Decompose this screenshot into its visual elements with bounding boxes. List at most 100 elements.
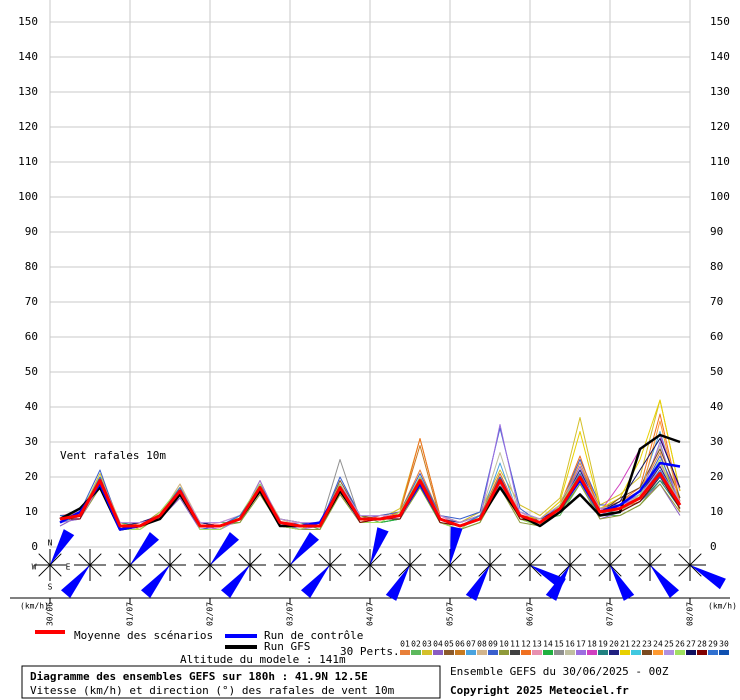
legend-label: 10	[499, 640, 509, 649]
legend-label: Moyenne des scénarios	[74, 629, 213, 642]
legend-swatch	[433, 650, 443, 655]
legend-label: 14	[543, 640, 553, 649]
legend-swatch	[455, 650, 465, 655]
y-tick-label: 30	[710, 435, 723, 448]
legend-label: 30	[719, 640, 729, 649]
legend-swatch	[411, 650, 421, 655]
legend-swatch	[686, 650, 696, 655]
perturbations-label: 30 Perts.	[340, 645, 400, 658]
direction-arrow	[300, 565, 330, 598]
legend-label: 27	[686, 640, 696, 649]
legend-label: 13	[532, 640, 542, 649]
y-tick-label: 140	[710, 50, 730, 63]
run-label: Ensemble GEFS du 30/06/2025 - 00Z	[450, 665, 669, 678]
legend-label: 22	[631, 640, 641, 649]
y-tick-label: 150	[710, 15, 730, 28]
legend-swatch	[444, 650, 454, 655]
legend-swatch	[642, 650, 652, 655]
legend-label: 05	[444, 640, 454, 649]
legend-label: 15	[554, 640, 564, 649]
direction-arrow	[610, 565, 635, 601]
legend-label: 09	[488, 640, 498, 649]
direction-arrow	[220, 565, 250, 598]
direction-arrow	[290, 532, 320, 565]
compass-label: S	[48, 583, 53, 592]
legend-label: 08	[477, 640, 487, 649]
y-tick-label: 120	[18, 120, 38, 133]
x-tick-label: 06/07	[526, 602, 535, 626]
legend-label: 06	[455, 640, 465, 649]
legend-label: 18	[587, 640, 597, 649]
legend-label: 28	[697, 640, 707, 649]
y-tick-label: 60	[710, 330, 723, 343]
y-tick-label: 100	[18, 190, 38, 203]
y-tick-label: 50	[710, 365, 723, 378]
legend-swatch	[631, 650, 641, 655]
y-tick-label: 20	[710, 470, 723, 483]
direction-arrow	[140, 565, 170, 598]
legend-label: 20	[609, 640, 619, 649]
legend-swatch	[554, 650, 564, 655]
y-tick-label: 80	[25, 260, 38, 273]
x-tick-label: 03/07	[286, 602, 295, 626]
x-tick-label: 05/07	[446, 602, 455, 626]
legend-swatch	[488, 650, 498, 655]
legend-label: 21	[620, 640, 630, 649]
legend-label: 04	[433, 640, 443, 649]
legend-swatch	[653, 650, 663, 655]
direction-arrow	[130, 532, 160, 565]
y-tick-label: 120	[710, 120, 730, 133]
legend-swatch	[664, 650, 674, 655]
unit-label: (km/h)	[20, 602, 49, 611]
y-tick-label: 10	[710, 505, 723, 518]
annotation: Vent rafales 10m	[60, 449, 166, 462]
legend-swatch	[466, 650, 476, 655]
y-tick-label: 70	[25, 295, 38, 308]
altitude: Altitude du modele : 141m	[180, 653, 346, 666]
legend-label: 17	[576, 640, 586, 649]
legend-swatch	[521, 650, 531, 655]
chart-title: Diagramme des ensembles GEFS sur 180h : …	[30, 670, 368, 683]
direction-arrow	[465, 565, 490, 601]
legend-label: 11	[510, 640, 520, 649]
legend-swatch	[477, 650, 487, 655]
legend-swatch	[719, 650, 729, 655]
legend-swatch	[620, 650, 630, 655]
direction-arrow	[545, 565, 570, 601]
legend-swatch	[598, 650, 608, 655]
legend-label: 23	[642, 640, 652, 649]
legend-label: 03	[422, 640, 432, 649]
legend-swatch	[510, 650, 520, 655]
x-tick-label: 04/07	[366, 602, 375, 626]
direction-arrow	[650, 565, 680, 598]
y-tick-label: 90	[710, 225, 723, 238]
y-tick-label: 20	[25, 470, 38, 483]
legend-label: 24	[653, 640, 663, 649]
legend-swatch	[422, 650, 432, 655]
x-tick-label: 08/07	[686, 602, 695, 626]
legend-swatch	[543, 650, 553, 655]
legend-swatch	[532, 650, 542, 655]
x-tick-label: 01/07	[126, 602, 135, 626]
y-tick-label: 50	[25, 365, 38, 378]
chart-subtitle: Vitesse (km/h) et direction (°) des rafa…	[30, 684, 395, 697]
direction-arrow	[690, 565, 726, 590]
x-tick-label: 07/07	[606, 602, 615, 626]
x-tick-label: 02/07	[206, 602, 215, 626]
compass-label: N	[48, 539, 53, 548]
y-tick-label: 10	[25, 505, 38, 518]
y-tick-label: 40	[710, 400, 723, 413]
unit-label: (km/h)	[708, 602, 737, 611]
legend-swatch	[675, 650, 685, 655]
legend-swatch	[587, 650, 597, 655]
y-tick-label: 130	[710, 85, 730, 98]
y-tick-label: 130	[18, 85, 38, 98]
legend-label: 29	[708, 640, 718, 649]
y-tick-label: 70	[710, 295, 723, 308]
direction-arrow	[50, 529, 75, 565]
y-tick-label: 60	[25, 330, 38, 343]
compass-label: W	[32, 563, 37, 572]
y-tick-label: 140	[18, 50, 38, 63]
y-tick-label: 110	[710, 155, 730, 168]
